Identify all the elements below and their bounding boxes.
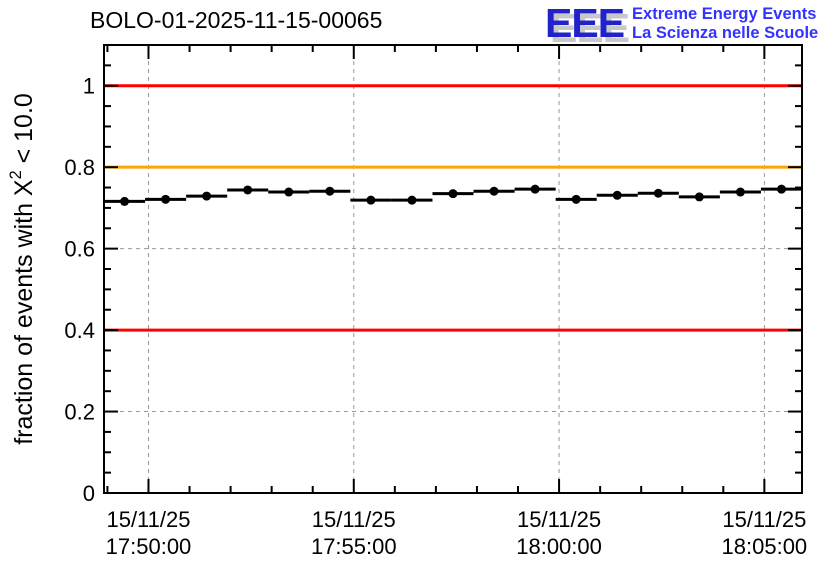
data-point-marker — [366, 195, 376, 205]
y-axis-label-superscript: 2 — [7, 170, 26, 180]
data-point-marker — [120, 196, 130, 206]
x-tick-label-time: 18:05:00 — [722, 534, 808, 559]
y-tick-label: 0.4 — [64, 318, 95, 343]
x-tick-label-date: 15/11/25 — [106, 507, 190, 532]
tick-labels: 00.20.40.60.8115/11/2517:50:0015/11/2517… — [64, 74, 807, 559]
plot-frame — [103, 44, 803, 494]
y-axis-label-suffix: < 10.0 — [10, 93, 39, 171]
data-point-marker — [284, 187, 294, 197]
eee-logo-acronym: EEE — [545, 0, 625, 46]
y-tick-label: 1 — [83, 74, 95, 99]
data-point-marker — [243, 185, 253, 195]
y-tick-label: 0.6 — [64, 237, 95, 262]
x-tick-label-date: 15/11/25 — [312, 507, 396, 532]
eee-logo-subtitles: Extreme Energy Events La Scienza nelle Sc… — [632, 5, 818, 43]
data-point-marker — [202, 191, 212, 201]
x-tick-label-time: 17:55:00 — [311, 534, 397, 559]
data-point-marker — [407, 195, 417, 205]
reference-lines — [104, 84, 802, 332]
data-point-marker — [448, 189, 458, 199]
y-axis-label-prefix: fraction of events with X — [10, 179, 39, 445]
x-tick-label-time: 18:00:00 — [516, 534, 602, 559]
eee-logo-subtitle-en: Extreme Energy Events — [632, 5, 817, 23]
data-point-marker — [653, 188, 663, 198]
data-point-marker — [694, 192, 704, 202]
data-point-marker — [571, 194, 581, 204]
chart-title: BOLO-01-2025-11-15-00065 — [90, 7, 383, 33]
x-tick-label-date: 15/11/25 — [722, 507, 806, 532]
x-tick-label-time: 17:50:00 — [106, 534, 192, 559]
x-tick-label-date: 15/11/25 — [517, 507, 601, 532]
eee-logo-subtitle-it: La Scienza nelle Scuole — [632, 24, 819, 42]
data-point-marker — [612, 190, 622, 200]
data-point-marker — [325, 186, 335, 196]
axis-ticks — [104, 45, 802, 493]
y-axis-label: fraction of events with X2 < 10.0 — [7, 93, 39, 445]
data-point-marker — [489, 186, 499, 196]
data-point-marker — [776, 184, 786, 194]
data-point-marker — [530, 184, 540, 194]
y-tick-label: 0.2 — [64, 400, 95, 425]
y-tick-label: 0.8 — [64, 155, 95, 180]
gridlines — [104, 45, 802, 493]
data-series — [104, 184, 802, 206]
data-point-marker — [735, 187, 745, 197]
y-tick-label: 0 — [83, 481, 95, 506]
data-point-marker — [161, 194, 171, 204]
eee-logo: EEE Extreme Energy Events La Scienza nelle… — [545, 1, 818, 45]
